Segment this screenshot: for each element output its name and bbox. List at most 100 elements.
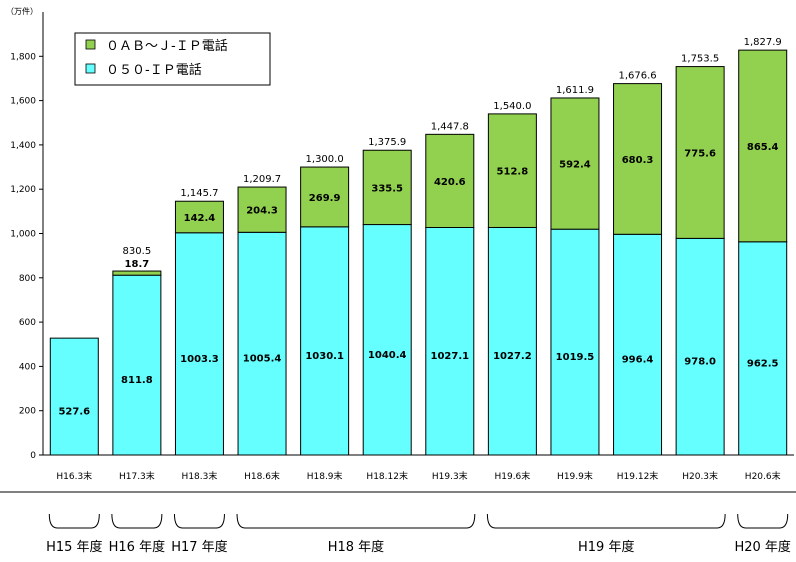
- total-label: 1,676.6: [618, 71, 656, 82]
- legend-swatch: [85, 39, 96, 50]
- bar-050-ip-phone: [550, 228, 600, 456]
- total-label: 1,145.7: [180, 188, 218, 199]
- bar-050-ip-phone: [49, 337, 99, 456]
- bar-0abj-ip-phone: [237, 186, 287, 233]
- y-tick-label: 800: [19, 274, 36, 284]
- x-tick-label: H19.9末: [557, 470, 593, 482]
- data-label-050-ip-phone: 1003.3: [180, 354, 219, 365]
- legend: ０ＡＢ～Ｊ-ＩＰ電話 ０５０-ＩＰ電話: [74, 32, 271, 86]
- fiscal-year-label: H16 年度: [109, 539, 165, 555]
- y-tick-label: 600: [19, 318, 36, 328]
- data-label-0abj-ip-phone: 204.3: [246, 206, 278, 217]
- total-label: 1,827.9: [744, 37, 782, 48]
- y-tick-label: 1,800: [10, 52, 36, 62]
- fiscal-year-label: H18 年度: [328, 539, 384, 555]
- total-label: 1,753.5: [681, 54, 719, 65]
- y-tick-label: 400: [19, 362, 36, 372]
- data-label-050-ip-phone: 962.5: [747, 358, 779, 369]
- fiscal-year-bracket: [173, 513, 225, 529]
- bar-0abj-ip-phone: [425, 133, 475, 228]
- total-label: 1,447.8: [431, 121, 469, 132]
- fiscal-year-groups: H15 年度 H16 年度 H17 年度 H18 年度 H19 年度 H20 年度: [46, 513, 791, 555]
- data-label-050-ip-phone: 1027.1: [430, 351, 469, 362]
- x-tick-label: H18.6末: [244, 470, 280, 482]
- bar-0abj-ip-phone: [487, 113, 537, 228]
- bar-050-ip-phone: [487, 226, 537, 456]
- bars-group: 527.6 811.8 18.7 830.5 1003.3 142.4 1,145.7 100…: [49, 37, 788, 456]
- data-label-0abj-ip-phone: 775.6: [684, 148, 716, 159]
- fiscal-year-bracket: [111, 513, 163, 529]
- data-label-0abj-ip-phone: 335.5: [371, 183, 403, 194]
- y-tick-label: 1,200: [10, 185, 36, 195]
- fiscal-year-label: H20 年度: [734, 539, 790, 555]
- bar-050-ip-phone: [300, 226, 350, 456]
- fiscal-year-bracket: [486, 513, 726, 529]
- data-label-050-ip-phone: 1030.1: [305, 351, 344, 362]
- total-label: 1,300.0: [306, 154, 344, 165]
- x-tick-label: H19.3末: [432, 470, 468, 482]
- bar-0abj-ip-phone: [300, 166, 350, 228]
- data-label-050-ip-phone: 1027.2: [493, 351, 532, 362]
- bar-0abj-ip-phone: [675, 66, 725, 239]
- data-label-050-ip-phone: 978.0: [684, 357, 716, 368]
- data-label-0abj-ip-phone: 269.9: [309, 193, 341, 204]
- y-tick-label: 1,600: [10, 97, 36, 107]
- x-tick-label: H18.3末: [182, 470, 218, 482]
- bar-050-ip-phone: [613, 233, 663, 456]
- bar-0abj-ip-phone: [738, 49, 788, 243]
- bar-050-ip-phone: [174, 232, 224, 456]
- fiscal-year-label: H17 年度: [171, 539, 227, 555]
- data-label-0abj-ip-phone: 18.7: [125, 259, 150, 270]
- y-tick-label: 1,400: [10, 141, 36, 151]
- data-label-050-ip-phone: 527.6: [58, 407, 90, 418]
- fiscal-year-bracket: [737, 513, 789, 529]
- bar-050-ip-phone: [738, 241, 788, 456]
- y-axis-unit-label: （万件）: [6, 6, 38, 16]
- bar-050-ip-phone: [112, 274, 162, 456]
- total-label: 1,209.7: [243, 174, 281, 185]
- data-label-050-ip-phone: 811.8: [121, 375, 153, 386]
- y-tick-label: 200: [19, 407, 36, 417]
- x-axis: H16.3末 H17.3末 H18.3末 H18.6末 H18.9末 H18.12末 H19…: [0, 454, 796, 493]
- legend-swatch: [85, 63, 96, 74]
- data-label-050-ip-phone: 1040.4: [368, 350, 407, 361]
- data-label-0abj-ip-phone: 592.4: [559, 160, 591, 171]
- data-label-0abj-ip-phone: 142.4: [184, 213, 216, 224]
- y-tick-label: 1,000: [10, 230, 36, 240]
- bar-0abj-ip-phone: [362, 149, 412, 226]
- legend-entry: ０ＡＢ～Ｊ-ＩＰ電話: [106, 38, 228, 54]
- fiscal-year-label: H19 年度: [578, 539, 634, 555]
- x-tick-label: H18.9末: [307, 470, 343, 482]
- bar-050-ip-phone: [675, 237, 725, 456]
- x-tick-label: H20.3末: [682, 470, 718, 482]
- fiscal-year-bracket: [48, 513, 100, 529]
- data-label-0abj-ip-phone: 420.6: [434, 177, 466, 188]
- bar-0abj-ip-phone: [550, 97, 600, 230]
- x-tick-label: H16.3末: [56, 470, 92, 482]
- fiscal-year-bracket: [236, 513, 476, 529]
- y-axis: 0 200 400 600 800 1,000 1,200 1,400 1,600 1,800: [10, 12, 44, 461]
- total-label: 1,375.9: [368, 137, 406, 148]
- bar-050-ip-phone: [237, 231, 287, 456]
- data-label-050-ip-phone: 996.4: [622, 355, 654, 366]
- x-tick-label: H19.12末: [617, 470, 659, 482]
- x-tick-label: H18.12末: [366, 470, 408, 482]
- fiscal-year-label: H15 年度: [46, 539, 102, 555]
- x-tick-label: H20.6末: [745, 470, 781, 482]
- total-label: 1,540.0: [493, 101, 531, 112]
- bar-050-ip-phone: [362, 224, 412, 456]
- total-label: 830.5: [123, 246, 152, 257]
- data-label-050-ip-phone: 1005.4: [243, 354, 282, 365]
- x-tick-label: H19.6末: [494, 470, 530, 482]
- bar-0abj-ip-phone: [174, 200, 224, 234]
- total-label: 1,611.9: [556, 85, 594, 96]
- y-tick-label: 0: [30, 451, 36, 461]
- data-label-0abj-ip-phone: 512.8: [497, 167, 529, 178]
- bar-0abj-ip-phone: [112, 270, 162, 276]
- data-label-0abj-ip-phone: 865.4: [747, 142, 779, 153]
- data-label-050-ip-phone: 1019.5: [556, 352, 595, 363]
- legend-box: [74, 32, 271, 86]
- bar-0abj-ip-phone: [613, 83, 663, 235]
- legend-entry: ０５０-ＩＰ電話: [106, 62, 202, 78]
